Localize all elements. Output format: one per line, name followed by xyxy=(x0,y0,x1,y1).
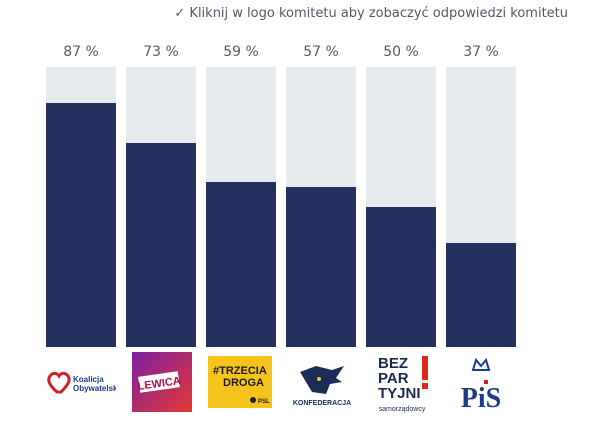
logo-text: PSL xyxy=(258,399,270,405)
bar-track xyxy=(206,67,276,347)
crown-icon xyxy=(471,357,491,371)
bar-value-label: 87 % xyxy=(63,44,99,60)
bar xyxy=(126,143,196,347)
bar-track xyxy=(446,67,516,347)
bar-value-label: 50 % xyxy=(383,44,419,60)
logo-konfederacja[interactable]: KONFEDERACJA xyxy=(286,352,356,416)
bar xyxy=(446,243,516,347)
logo-text: KONFEDERACJA xyxy=(293,400,351,407)
bar-value-label: 37 % xyxy=(463,44,499,60)
logo-pis[interactable]: PiS xyxy=(446,352,516,416)
heart-icon xyxy=(47,371,71,394)
logo-text: TYJNI xyxy=(378,385,421,402)
logo-text: LEWICA xyxy=(137,375,182,393)
bar-track xyxy=(46,67,116,347)
bar xyxy=(46,103,116,347)
logo-bezpartyjni-samorzadowcy[interactable]: BEZ PAR TYJNI samorządowcy xyxy=(366,352,436,416)
bar-value-label: 73 % xyxy=(143,44,179,60)
bar xyxy=(286,187,356,347)
logo-text: DROGA xyxy=(223,377,264,389)
logo-text: #TRZECIA xyxy=(213,365,267,377)
bar-track xyxy=(126,67,196,347)
instruction-hint: ✓ Kliknij w logo komitetu aby zobaczyć o… xyxy=(174,6,568,21)
logo-text: Obywatelska xyxy=(73,384,116,393)
logo-koalicja-obywatelska[interactable]: Koalicja Obywatelska xyxy=(46,352,116,416)
bar-track xyxy=(286,67,356,347)
bar-value-label: 57 % xyxy=(303,44,339,60)
logo-trzecia-droga[interactable]: #TRZECIA DROGA PSL xyxy=(206,352,276,416)
logo-text: PAR xyxy=(378,370,409,387)
logo-lewica[interactable]: LEWICA xyxy=(126,352,196,416)
bar-value-label: 59 % xyxy=(223,44,259,60)
logo-text: samorządowcy xyxy=(379,406,426,413)
logo-text: BEZ xyxy=(378,355,408,372)
logo-text: Koalicja xyxy=(73,375,104,384)
bar xyxy=(206,182,276,347)
bar-track xyxy=(366,67,436,347)
bar xyxy=(366,207,436,347)
logo-text: PiS xyxy=(461,383,501,414)
eagle-icon xyxy=(300,366,344,394)
